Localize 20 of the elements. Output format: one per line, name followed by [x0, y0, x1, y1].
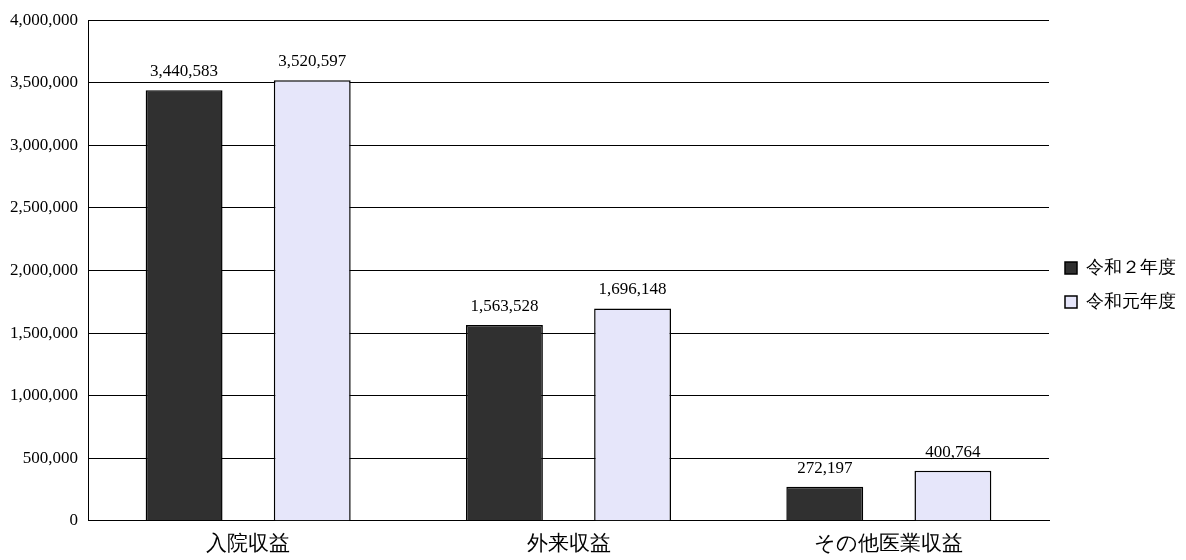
y-tick-label: 3,000,000	[10, 134, 78, 154]
y-tick-label: 1,000,000	[10, 385, 78, 405]
y-tick-label: 500,000	[22, 447, 78, 467]
data-label: 1,563,528	[470, 296, 539, 316]
y-tick-label: 2,500,000	[10, 197, 78, 217]
data-label: 3,440,583	[150, 61, 219, 81]
x-tick-label: 外来収益	[526, 530, 611, 555]
data-label: 400,764	[925, 441, 982, 461]
y-tick-label: 3,500,000	[10, 72, 78, 92]
data-label: 272,197	[797, 457, 853, 477]
y-tick-label: 0	[69, 510, 78, 530]
legend-label: 令和２年度	[1086, 256, 1176, 277]
x-tick-label: その他医業収益	[814, 530, 964, 555]
y-tick-label: 1,500,000	[10, 322, 78, 342]
y-tick-label: 4,000,000	[10, 9, 78, 29]
data-label: 1,696,148	[598, 279, 667, 299]
y-tick-label: 2,000,000	[10, 259, 78, 279]
x-tick-label: 入院収益	[206, 530, 291, 555]
data-label: 3,520,597	[278, 51, 347, 71]
legend-label: 令和元年度	[1086, 290, 1176, 311]
